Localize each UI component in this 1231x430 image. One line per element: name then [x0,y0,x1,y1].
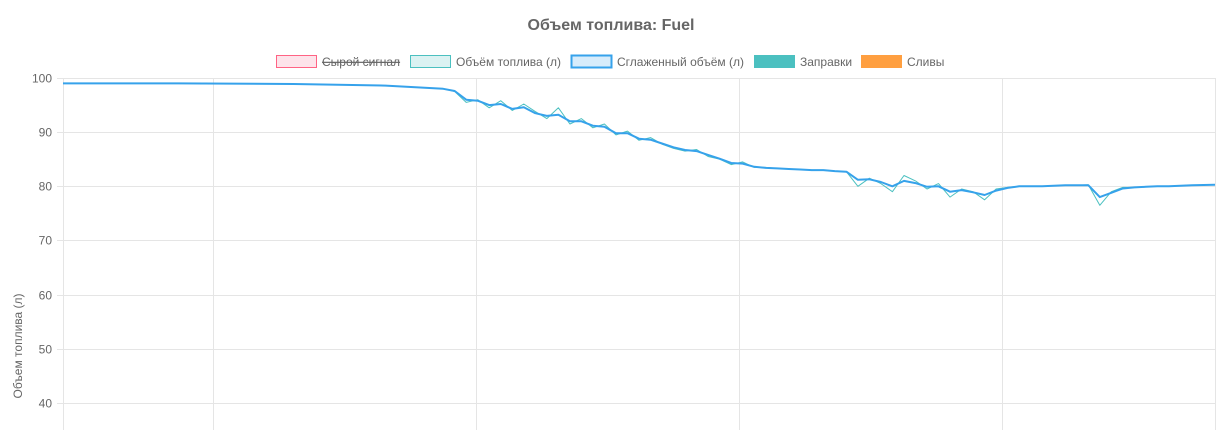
legend-item[interactable]: Заправки [754,55,853,69]
legend-swatch [754,55,795,68]
y-axis: 40 50 60 70 80 90 100 [32,72,63,411]
y-tick-label: 60 [39,289,53,303]
legend-label: Сливы [907,55,944,69]
y-axis-title: Объем топлива (л) [11,293,25,398]
legend-item[interactable]: Объём топлива (л) [410,55,562,69]
legend-label: Сырой сигнал [322,55,400,69]
chart-legend[interactable]: Сырой сигнал Объём топлива (л) Сглаженный … [276,54,945,69]
y-tick-label: 40 [39,397,53,411]
y-tick-label: 50 [39,343,53,357]
series-line-smoothed-volume [63,82,1216,199]
legend-label: Объём топлива (л) [456,55,561,69]
legend-item[interactable]: Сливы [861,55,945,69]
y-tick-label: 70 [39,234,53,248]
legend-swatch [276,55,317,68]
legend-swatch [410,55,451,68]
legend-label: Сглаженный объём (л) [617,55,744,69]
chart-title: Объем топлива: Fuel [528,17,695,34]
y-tick-label: 90 [39,126,53,140]
y-tick-label: 80 [39,180,53,194]
legend-swatch [570,54,613,69]
legend-label: Заправки [800,55,852,69]
y-tick-label: 100 [32,72,52,86]
legend-item[interactable]: Сырой сигнал [276,55,401,69]
legend-swatch [861,55,902,68]
legend-item[interactable]: Сглаженный объём (л) [570,54,744,69]
chart-series [63,82,1216,206]
chart-grid [63,78,1216,430]
